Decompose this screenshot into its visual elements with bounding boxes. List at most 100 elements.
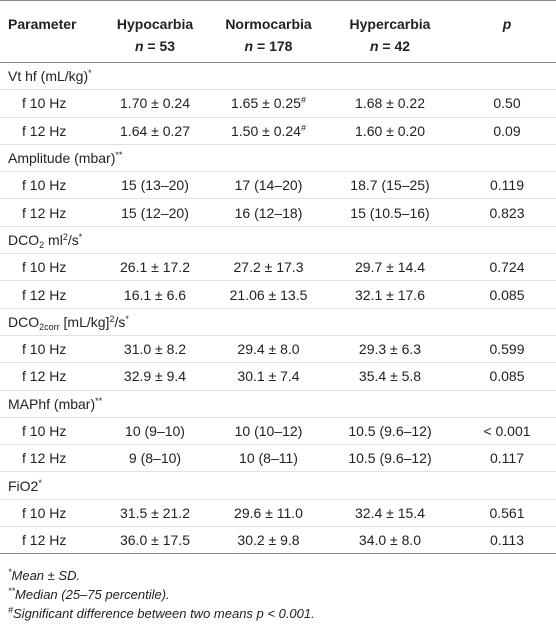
cell: 9 (8–10) xyxy=(128,450,182,467)
header-row: Parameter Hypocarbia n = 53 Normocarbia n = … xyxy=(0,0,556,63)
data-row: f 12 Hz 32.9 ± 9.4 30.1 ± 7.4 35.4 ± 5.8 0.0… xyxy=(0,363,556,391)
section-label: DCO2 ml2/s* xyxy=(0,226,556,253)
header-label: Normocarbia xyxy=(225,16,312,32)
cell: 32.9 ± 9.4 xyxy=(123,368,187,385)
text-segment: 1.65 ± 0.25 xyxy=(231,95,301,112)
data-row: f 10 Hz 10 (9–10) 10 (10–12) 10.5 (9.6–12) <… xyxy=(0,417,556,445)
cell: 27.2 ± 17.3 xyxy=(233,259,304,276)
row-label: f 12 Hz xyxy=(22,532,67,549)
data-row: f 12 Hz 1.64 ± 0.27 1.50 ± 0.24# 1.60 ± 0.2… xyxy=(0,117,556,145)
row-label: f 12 Hz xyxy=(22,122,67,139)
text-segment: = 178 xyxy=(253,38,293,54)
cell: 0.599 xyxy=(489,341,525,358)
data-row: f 10 Hz 26.1 ± 17.2 27.2 ± 17.3 29.7 ± 14.4… xyxy=(0,254,556,281)
cell: 15 (13–20) xyxy=(121,177,189,194)
row-label: f 10 Hz xyxy=(22,341,67,358)
cell: 1.60 ± 0.20 xyxy=(355,122,425,139)
section-label: MAPhf (mbar)** xyxy=(0,390,556,417)
cell: 0.113 xyxy=(490,532,524,549)
cell: 17 (14–20) xyxy=(234,177,303,194)
cell: 0.724 xyxy=(489,259,525,276)
text-segment: DCO xyxy=(8,313,40,330)
text-segment: * xyxy=(8,567,12,577)
text-segment: ** xyxy=(8,586,16,596)
cell: 31.0 ± 8.2 xyxy=(123,341,187,358)
text-segment: 2 xyxy=(62,231,68,242)
text-segment: * xyxy=(78,231,83,242)
cell: 15 (12–20) xyxy=(121,204,189,221)
row-label: f 10 Hz xyxy=(22,177,67,194)
text-segment: * xyxy=(125,313,129,324)
cell: 10 (8–11) xyxy=(239,450,298,467)
cell: 16.1 ± 6.6 xyxy=(123,286,187,303)
text-segment: Mean ± SD. xyxy=(11,568,81,583)
footnote: #Significant difference between two mean… xyxy=(8,604,315,623)
text-segment: 2 xyxy=(39,239,45,250)
text-segment: Median (25–75 percentile). xyxy=(15,587,170,602)
cell: 18.7 (15–25) xyxy=(350,177,430,194)
cell: 10.5 (9.6–12) xyxy=(348,450,432,467)
text-segment: = 42 xyxy=(378,38,411,54)
text-segment: p xyxy=(502,16,512,32)
text-segment: FiO2 xyxy=(8,477,39,494)
text-segment: MAPhf (mbar) xyxy=(8,395,96,412)
data-row: f 10 Hz 1.70 ± 0.24 1.65 ± 0.25# 1.68 ± 0.2… xyxy=(0,90,556,118)
cell: 30.2 ± 9.8 xyxy=(237,532,300,549)
cell: 21.06 ± 13.5 xyxy=(229,286,308,303)
header-count: n = 42 xyxy=(323,35,457,57)
row-label: f 10 Hz xyxy=(22,504,67,521)
text-segment: * xyxy=(38,477,42,488)
text-segment: Amplitude (mbar) xyxy=(8,150,116,167)
cell: 32.1 ± 17.6 xyxy=(355,286,425,303)
text-segment: n xyxy=(369,38,379,54)
column-header: Parameter xyxy=(0,1,95,63)
text-segment: Significant difference between two means… xyxy=(13,606,315,621)
cell: 34.0 ± 8.0 xyxy=(358,532,422,549)
data-row: f 12 Hz 16.1 ± 6.6 21.06 ± 13.5 32.1 ± 17.6… xyxy=(0,281,556,309)
cell: 15 (10.5–16) xyxy=(350,204,430,221)
data-row: f 12 Hz 36.0 ± 17.5 30.2 ± 9.8 34.0 ± 8.0 0.… xyxy=(0,527,556,554)
cell: 26.1 ± 17.2 xyxy=(120,259,190,276)
table-body: Vt hf (mL/kg)* f 10 Hz 1.70 ± 0.24 1.65 ± 0… xyxy=(0,63,556,554)
text-segment: DCO xyxy=(8,231,40,248)
cell: 0.09 xyxy=(493,122,521,139)
row-label: f 10 Hz xyxy=(22,259,67,276)
data-row: f 10 Hz 31.5 ± 21.2 29.6 ± 11.0 32.4 ± 15.4… xyxy=(0,499,556,527)
text-segment: # xyxy=(300,95,306,106)
cell: 0.50 xyxy=(493,95,521,112)
column-header: Hypocarbia n = 53 xyxy=(95,1,215,63)
footnotes: *Mean ± SD. **Median (25–75 percentile). #… xyxy=(8,566,315,623)
text-segment: n xyxy=(134,38,144,54)
text-segment: [mL/kg] xyxy=(59,313,110,330)
cell: 29.6 ± 11.0 xyxy=(234,504,303,521)
text-segment: /s xyxy=(67,231,79,248)
column-header: Normocarbia n = 178 xyxy=(215,1,322,63)
data-row: f 12 Hz 15 (12–20) 16 (12–18) 15 (10.5–16) 0… xyxy=(0,199,556,227)
header-label: Hypocarbia xyxy=(116,16,194,32)
section-row: MAPhf (mbar)** xyxy=(0,390,556,418)
section-label: DCO2corr [mL/kg]2/s* xyxy=(0,308,556,335)
text-segment: # xyxy=(8,605,14,615)
cell: 29.3 ± 6.3 xyxy=(358,341,422,358)
text-segment: ** xyxy=(115,150,123,161)
text-segment: 2 xyxy=(109,313,115,324)
text-segment: ml xyxy=(44,231,63,248)
section-label: FiO2* xyxy=(0,472,556,499)
footnote: **Median (25–75 percentile). xyxy=(8,585,315,604)
cell: 30.1 ± 7.4 xyxy=(237,368,300,385)
cell: 0.117 xyxy=(490,450,524,467)
header-label: Hypercarbia xyxy=(349,16,431,32)
column-header: Hypercarbia n = 42 xyxy=(322,1,458,63)
data-row: f 12 Hz 9 (8–10) 10 (8–11) 10.5 (9.6–12) 0.1… xyxy=(0,445,556,472)
cell: 36.0 ± 17.5 xyxy=(120,532,190,549)
cell: 16 (12–18) xyxy=(234,204,303,221)
footnote: *Mean ± SD. xyxy=(8,566,315,585)
row-label: f 12 Hz xyxy=(22,450,67,467)
cell: 32.4 ± 15.4 xyxy=(355,504,425,521)
header-count: n = 53 xyxy=(96,35,214,57)
section-row: DCO2corr [mL/kg]2/s* xyxy=(0,308,556,336)
cell: 1.65 ± 0.25# xyxy=(215,90,322,117)
cell: < 0.001 xyxy=(483,423,531,439)
header-count: n = 178 xyxy=(216,35,321,57)
